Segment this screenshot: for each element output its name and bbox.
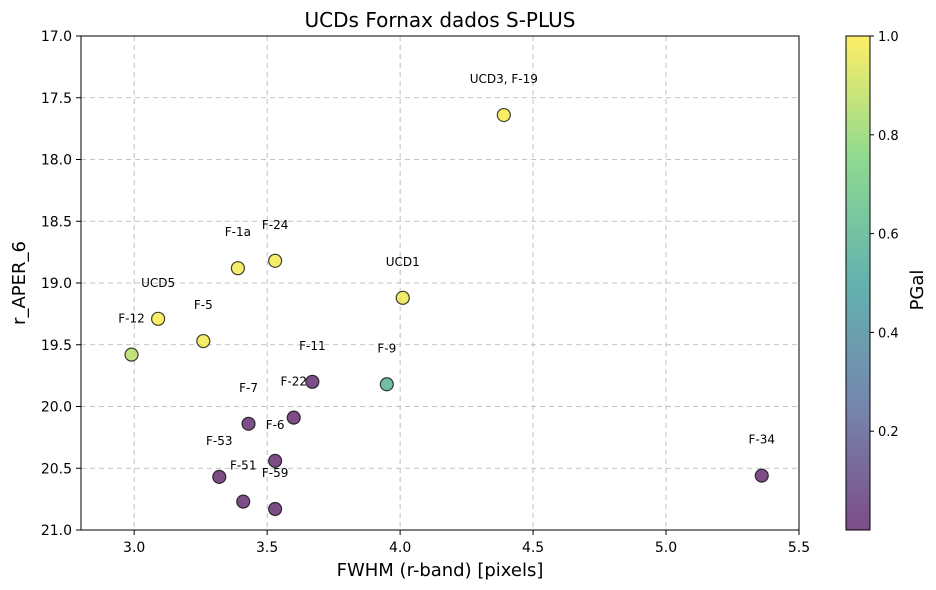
grid: [81, 36, 799, 530]
point-label: F-24: [262, 218, 289, 232]
x-tick-label: 5.5: [788, 540, 810, 556]
data-point: [286, 410, 301, 425]
y-tick-label: 19.5: [41, 338, 72, 354]
colorbar-tick-label: 0.4: [878, 326, 899, 341]
colorbar-tick-label: 0.8: [878, 129, 899, 144]
x-axis-ticks: 3.0 3.5 4.0 4.5 5.0 5.5: [123, 530, 810, 556]
data-point: [379, 377, 394, 392]
x-tick-label: 4.5: [522, 540, 544, 556]
data-point: [196, 333, 211, 349]
y-tick-label: 17.5: [41, 91, 72, 107]
data-point: [268, 453, 283, 468]
y-tick-label: 20.0: [41, 400, 72, 416]
point-label: UCD3, F-19: [470, 72, 538, 86]
y-tick-label: 20.5: [41, 461, 72, 477]
y-tick-label: 21.0: [41, 523, 72, 539]
data-point: [754, 468, 769, 483]
y-tick-label: 17.0: [41, 29, 72, 45]
colorbar: [845, 35, 871, 531]
point-label: F-51: [230, 459, 257, 473]
point-label: F-34: [749, 433, 776, 447]
point-label: F-5: [194, 298, 213, 312]
colorbar-label: PGal: [907, 270, 928, 311]
data-points: [124, 107, 769, 517]
data-point: [230, 261, 245, 276]
point-label: F-9: [377, 341, 396, 355]
data-point: [241, 416, 256, 431]
colorbar-tick-label: 0.6: [878, 228, 899, 243]
data-point: [151, 311, 166, 326]
chart-title: UCDs Fornax dados S-PLUS: [305, 8, 576, 32]
data-point: [305, 374, 320, 389]
data-point: [268, 253, 283, 268]
y-axis-ticks: 17.0 17.5 18.0 18.5 19.0 19.5 20.0 20.5 21.0: [41, 29, 81, 539]
point-label: UCD5: [141, 276, 175, 290]
y-tick-label: 18.5: [41, 214, 72, 230]
x-tick-label: 5.0: [655, 540, 677, 556]
x-tick-label: 4.0: [389, 540, 411, 556]
y-tick-label: 18.0: [41, 153, 72, 169]
data-point: [124, 347, 139, 362]
y-axis-label: r_APER_6: [9, 241, 30, 325]
point-label: F-7: [239, 381, 258, 395]
colorbar-tick-label: 1.0: [878, 30, 899, 45]
point-label: UCD1: [386, 255, 420, 269]
x-tick-label: 3.5: [256, 540, 278, 556]
data-point: [496, 107, 511, 123]
data-point: [212, 469, 227, 484]
y-tick-label: 19.0: [41, 276, 72, 292]
data-point: [236, 494, 251, 509]
colorbar-ticks: 0.2 0.4 0.6 0.8 1.0: [870, 30, 899, 440]
point-label: F-12: [118, 312, 145, 326]
point-label: F-22: [280, 375, 307, 389]
point-label: F-1a: [225, 225, 251, 239]
point-label: F-6: [266, 418, 285, 432]
point-label: F-59: [262, 466, 289, 480]
data-point: [268, 501, 283, 517]
data-point: [395, 290, 410, 305]
plot-frame: [80, 35, 800, 531]
point-label: F-11: [299, 339, 326, 353]
x-axis-label: FWHM (r-band) [pixels]: [337, 560, 544, 581]
point-labels: UCD3, F-19 F-1a F-24 UCD1 UCD5 F-5 F-12 F-11 F-9…: [118, 72, 775, 480]
colorbar-tick-label: 0.2: [878, 425, 899, 440]
point-label: F-53: [206, 434, 233, 448]
x-tick-label: 3.0: [123, 540, 145, 556]
